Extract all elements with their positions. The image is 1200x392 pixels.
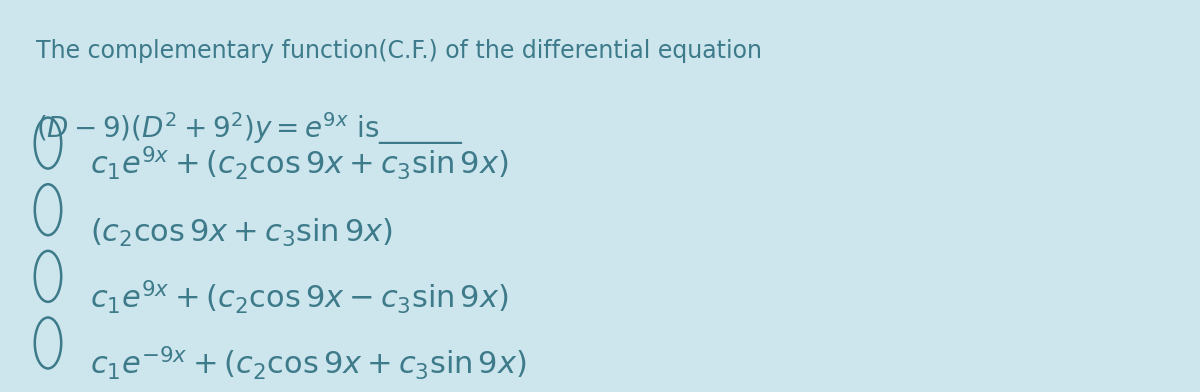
Text: $(D-9)(D^2+9^2)y=e^{9x}$ is______: $(D-9)(D^2+9^2)y=e^{9x}$ is______ <box>36 110 464 147</box>
Text: $c_1e^{-9x} + (c_2 \cos 9x + c_3 \sin 9x)$: $c_1e^{-9x} + (c_2 \cos 9x + c_3 \sin 9x… <box>90 345 527 382</box>
Text: The complementary function(C.F.) of the differential equation: The complementary function(C.F.) of the … <box>36 39 762 63</box>
Text: $c_1e^{9x} + (c_2 \cos 9x + c_3 \sin 9x)$: $c_1e^{9x} + (c_2 \cos 9x + c_3 \sin 9x)… <box>90 145 509 182</box>
Text: $c_1e^{9x} + (c_2 \cos 9x - c_3 \sin 9x)$: $c_1e^{9x} + (c_2 \cos 9x - c_3 \sin 9x)… <box>90 278 509 316</box>
Text: $(c_2 \cos 9x + c_3 \sin 9x)$: $(c_2 \cos 9x + c_3 \sin 9x)$ <box>90 217 392 249</box>
